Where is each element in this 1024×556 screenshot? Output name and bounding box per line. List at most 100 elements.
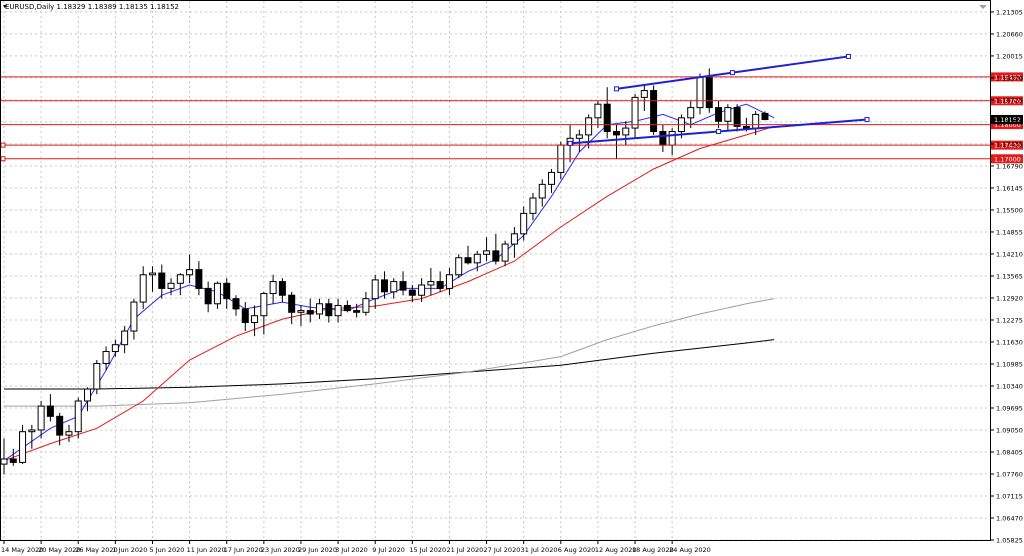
candle (325, 298, 333, 323)
candle (167, 278, 175, 296)
candle-body (362, 298, 370, 313)
candle-body (93, 362, 101, 390)
candle-body (585, 117, 593, 136)
x-tick-label: 12 Aug 2020 (595, 546, 637, 554)
candle-body (241, 308, 249, 324)
candle-body (752, 113, 760, 129)
candle-body (176, 274, 184, 284)
candle (538, 179, 546, 207)
trendlines[interactable] (567, 53, 870, 146)
x-tick-label: 9 Jul 2020 (372, 546, 405, 554)
y-tick-label: 1.20660 (996, 30, 1023, 38)
candle (278, 278, 286, 303)
trendline-anchor (845, 53, 851, 59)
level-label-bg (991, 154, 1023, 164)
level-label-bg (991, 72, 1023, 82)
candle-body (37, 405, 45, 431)
candle (650, 85, 658, 135)
y-tick-label: 1.09695 (996, 404, 1023, 412)
candle (334, 298, 342, 323)
candle-body (232, 298, 240, 310)
candle-body (56, 415, 64, 436)
y-tick-label: 1.11630 (996, 338, 1023, 346)
candle-body (9, 458, 17, 463)
candle (148, 266, 156, 292)
candle-body (510, 233, 518, 245)
candle-body (492, 250, 500, 262)
y-tick-label: 1.13565 (996, 272, 1023, 280)
candle-body (612, 130, 620, 136)
x-tick-label: 26 May 2020 (75, 546, 117, 554)
candle-body (445, 274, 453, 289)
candle (251, 305, 259, 337)
y-tick-label: 1.17435 (996, 140, 1023, 148)
candle-body (408, 289, 416, 296)
candle-body (631, 96, 639, 129)
candle-body (297, 310, 305, 313)
y-tick-label: 1.20015 (996, 52, 1023, 60)
candle (74, 397, 82, 439)
candle (260, 291, 268, 335)
y-tick-label: 1.18725 (996, 96, 1023, 104)
candle-body (520, 212, 528, 235)
candle (111, 339, 119, 357)
candle-body (0, 458, 8, 465)
scroll-down-arrow-icon[interactable] (979, 5, 987, 9)
candle (353, 303, 361, 318)
trendline-anchor (729, 70, 735, 76)
candle-body (436, 281, 444, 289)
candle (418, 278, 426, 303)
level-label-bg (991, 120, 1023, 130)
price-tag-label: 1.18152 (994, 116, 1021, 124)
level-anchor (0, 142, 6, 148)
candle-body (28, 429, 36, 433)
level-label-bg (991, 96, 1023, 106)
symbol-info: EURUSD,Daily 1.18329 1.18389 1.18135 1.1… (5, 3, 179, 11)
y-tick-label: 1.08405 (996, 448, 1023, 456)
candle (269, 274, 277, 304)
candle (139, 266, 147, 309)
candle-body (325, 303, 333, 317)
chart-frame (0, 0, 991, 541)
candle-body (316, 303, 324, 315)
candle-body (130, 301, 138, 332)
candle-body (501, 243, 509, 262)
candle-body (19, 431, 27, 463)
candle (399, 271, 407, 296)
candle-body (650, 90, 658, 132)
y-tick-label: 1.19370 (996, 74, 1023, 82)
candle-body (148, 272, 156, 276)
candle-body (538, 183, 546, 199)
candle-body (640, 90, 648, 98)
candle-body (687, 107, 695, 119)
candle (715, 100, 723, 129)
y-tick-label: 1.14210 (996, 250, 1023, 258)
candlesticks (0, 68, 769, 475)
y-tick-label: 1.12920 (996, 294, 1023, 302)
candle-body (705, 76, 713, 109)
level-anchor (0, 156, 6, 162)
price-tag-bg (991, 114, 1023, 124)
horizontal-levels[interactable]: 1.19400 1.18700 1.18000 1.17400 1.17000 1.181… (0, 72, 1023, 164)
y-tick-label: 1.09050 (996, 426, 1023, 434)
candle-body (390, 281, 398, 293)
candle (28, 424, 36, 449)
candle-body (380, 279, 388, 293)
candle (306, 298, 314, 323)
x-tick-label: 31 Jul 2020 (521, 546, 558, 554)
candle-body (102, 351, 110, 364)
candle (343, 300, 351, 313)
y-tick-label: 1.21305 (996, 8, 1023, 16)
candle (19, 424, 27, 465)
candle (37, 400, 45, 439)
x-tick-label: 23 Jun 2020 (261, 546, 300, 554)
collapse-arrow-icon[interactable] (3, 5, 7, 8)
x-tick-label: 29 Jun 2020 (298, 546, 337, 554)
candle (622, 121, 630, 146)
candle-body (594, 103, 602, 119)
candle-body (204, 287, 212, 305)
level-label: 1.17000 (994, 155, 1021, 163)
candle (213, 281, 221, 309)
candle (464, 245, 472, 265)
x-tick-label: 14 May 2020 (1, 546, 43, 554)
